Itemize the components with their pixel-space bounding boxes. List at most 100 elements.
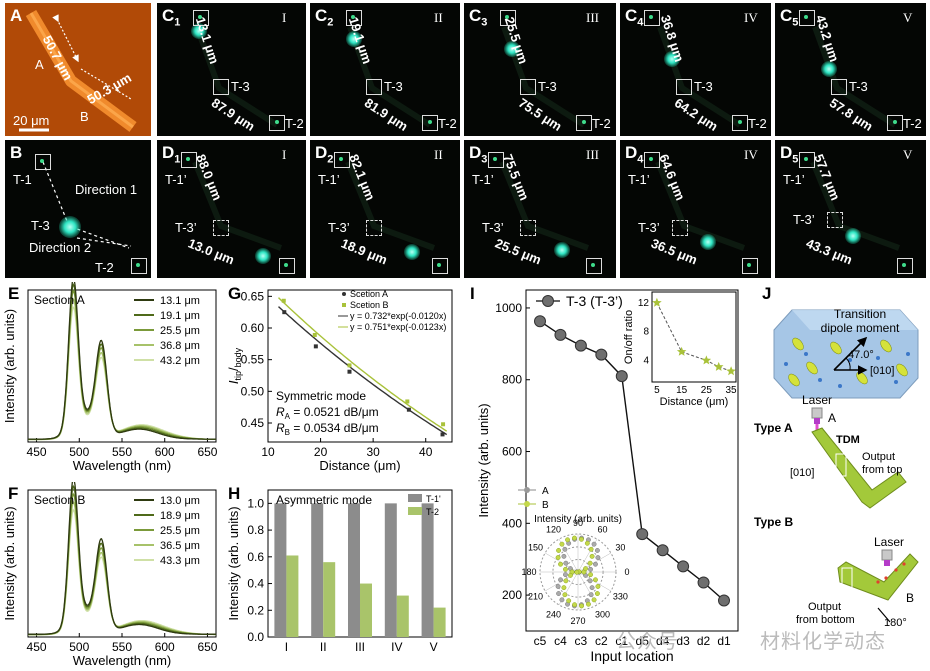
legend-label: 36.5 μm xyxy=(160,540,200,552)
polar-data-point xyxy=(588,592,594,598)
c3-roman: III xyxy=(586,10,599,25)
x-tick-label: c4 xyxy=(554,634,567,648)
segment-b-j: B xyxy=(906,591,914,605)
output-a-line2: from top xyxy=(862,464,902,476)
inset-x-label: Distance (μm) xyxy=(660,396,729,408)
segment-a-j: A xyxy=(828,411,836,425)
panel-d2: D2 II 82.1 μm 18.9 μm T-1’ T-3’ xyxy=(310,140,460,278)
legend-swatch xyxy=(408,507,422,515)
y-tick-label: 600 xyxy=(502,445,522,459)
watermark-left: 公众号 xyxy=(616,631,679,653)
x-tick-label: c5 xyxy=(534,634,547,648)
inset-frame xyxy=(651,291,737,383)
y-axis-label: Intensity (arb. units) xyxy=(226,506,241,620)
c4-t2-label: T-2 xyxy=(748,116,767,131)
segment-a-label: A xyxy=(35,57,44,72)
polar-data-point xyxy=(583,566,589,572)
y-axis-label: Intensity (arb. units) xyxy=(2,506,17,620)
data-point xyxy=(441,422,446,427)
inset-y-tick-label: 12 xyxy=(638,298,650,309)
chart-h: 0.0 0.2 0.4 0.6 0.8 1.0 Intensity (arb. units)… xyxy=(226,489,453,654)
x-tick-label: 600 xyxy=(155,445,175,459)
x-tick-label: I xyxy=(285,640,288,654)
panel-j-letter: J xyxy=(762,284,772,303)
x-tick-label: IV xyxy=(391,640,402,654)
c2-sub: 2 xyxy=(327,16,334,29)
scale-bar-label: 20 μm xyxy=(13,113,50,128)
panel-d5: D5 V 57.7 μm 43.3 μm T-1’ T-3’ xyxy=(775,140,926,278)
data-point xyxy=(574,339,587,352)
legend-label: T-2 xyxy=(426,507,439,517)
polar-angle-label: 330 xyxy=(613,592,628,602)
polar-data-point xyxy=(559,597,565,603)
data-point xyxy=(313,344,318,349)
b-t3-label: T-3 xyxy=(31,218,50,233)
bar xyxy=(323,562,336,637)
data-point xyxy=(405,399,410,404)
y-tick-label: 0.45 xyxy=(241,416,265,430)
laser-a-label: Laser xyxy=(802,393,832,407)
data-point xyxy=(347,363,352,368)
polar-data-point xyxy=(588,566,593,572)
polar-angle-label: 300 xyxy=(595,609,610,619)
c4-letter: C xyxy=(625,6,638,25)
y-tick-label: 200 xyxy=(502,588,522,602)
polar-data-point xyxy=(562,546,568,552)
chart-e: 450 500 550 600 650 Wavelength (nm) Intensity … xyxy=(2,282,218,473)
x-tick-label: 450 xyxy=(27,640,47,654)
laser-b-label: Laser xyxy=(874,535,904,549)
panel-b-letter: B xyxy=(10,143,23,162)
legend-label: 43.3 μm xyxy=(160,555,200,567)
c4-roman: IV xyxy=(744,10,758,25)
d3-roman: III xyxy=(586,147,599,162)
legend-marker xyxy=(342,303,346,307)
d1-sub: 1 xyxy=(174,153,181,166)
inset-star-point xyxy=(676,346,687,356)
polar-data-point xyxy=(556,591,562,597)
panel-c2: C2 II 19.1 μm 81.9 μm T-3 T-2 xyxy=(310,3,460,136)
data-point xyxy=(440,432,445,437)
d5-roman: V xyxy=(903,147,913,162)
polar-data-point xyxy=(556,547,562,553)
d1-t3-label: T-3’ xyxy=(175,220,197,235)
bar xyxy=(433,607,446,637)
spectrum-line xyxy=(28,482,216,635)
d3-sub: 3 xyxy=(481,153,488,166)
bar xyxy=(311,503,324,637)
plot-frame xyxy=(525,289,739,632)
panel-c3: C3 III 25.5 μm 75.5 μm T-3 T-2 xyxy=(464,3,616,136)
d2-t1-label: T-1’ xyxy=(318,172,340,187)
panel-e-letter: E xyxy=(8,284,20,303)
y-tick-label: 0.2 xyxy=(247,603,264,617)
chart-f: 450 500 550 600 650 Wavelength (nm) Intensity … xyxy=(2,482,218,668)
polar-data-point xyxy=(561,585,567,591)
fit-equation: y = 0.732*exp(-0.0120x) xyxy=(350,311,446,321)
c1-t3-label: T-3 xyxy=(231,79,250,94)
x-tick-label: II xyxy=(320,640,327,654)
c5-sub: 5 xyxy=(792,16,799,29)
y-tick-label: 1.0 xyxy=(247,496,264,510)
polar-data-point xyxy=(587,578,593,584)
d1-roman: I xyxy=(282,147,287,162)
x-tick-label: d2 xyxy=(697,634,711,648)
panel-d1: D1 I 88.0 μm 13.0 μm T-1’ T-3’ xyxy=(157,140,306,278)
segment-b-label: B xyxy=(80,109,89,124)
x-tick-label: 600 xyxy=(155,640,175,654)
polar-data-point xyxy=(558,561,563,567)
legend-label: 43.2 μm xyxy=(160,355,200,367)
x-axis-label: Wavelength (nm) xyxy=(73,458,172,473)
data-point xyxy=(677,560,690,573)
section-label: Section B xyxy=(34,493,85,507)
d4-roman: IV xyxy=(744,147,758,162)
panel-b: B T-1 T-3 T-2 Direction 1 Direction 2 xyxy=(5,140,151,278)
x-tick-label: c1 xyxy=(615,634,628,648)
d2-sub: 2 xyxy=(327,153,334,166)
type-a-label: Type A xyxy=(754,421,793,435)
y-tick-label: 0.65 xyxy=(241,289,265,303)
inset-x-tick-label: 25 xyxy=(701,385,713,396)
type-b-label: Type B xyxy=(754,515,793,529)
legend-label: 13.0 μm xyxy=(160,495,200,507)
x-tick-label: 550 xyxy=(112,640,132,654)
x-tick-label: 500 xyxy=(69,640,89,654)
direction-2-label: Direction 2 xyxy=(29,240,92,255)
